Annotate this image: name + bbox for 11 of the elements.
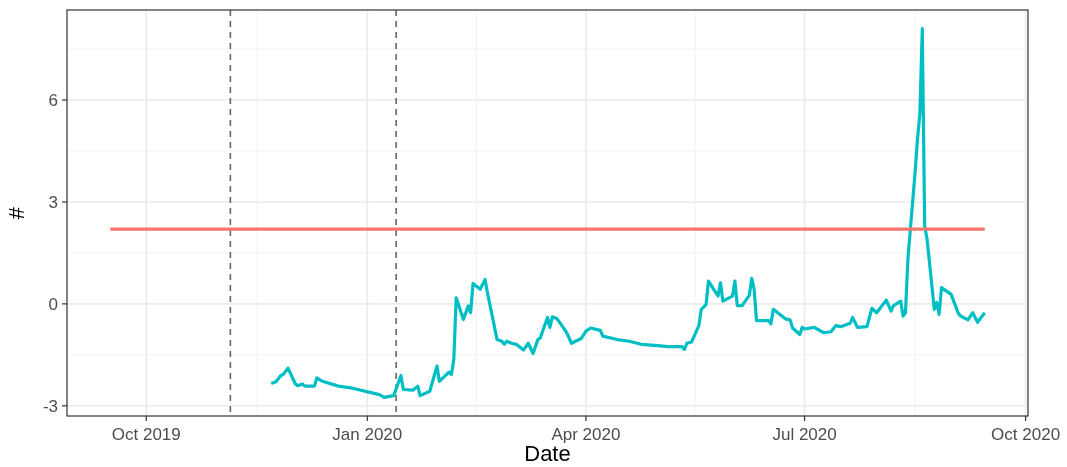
x-tick-label: Apr 2020	[551, 425, 621, 444]
x-tick-label: Oct 2020	[991, 425, 1061, 444]
x-tick-label: Oct 2019	[111, 425, 181, 444]
y-tick-label: 0	[48, 294, 58, 314]
x-tick-label: Jan 2020	[332, 425, 403, 444]
y-tick-label: 6	[48, 91, 58, 111]
y-tick-label: -3	[42, 396, 58, 416]
y-axis-title: #	[4, 206, 29, 220]
x-tick-label: Jul 2020	[772, 425, 837, 444]
line-series	[269, 27, 987, 399]
y-tick-label: 3	[48, 192, 58, 212]
